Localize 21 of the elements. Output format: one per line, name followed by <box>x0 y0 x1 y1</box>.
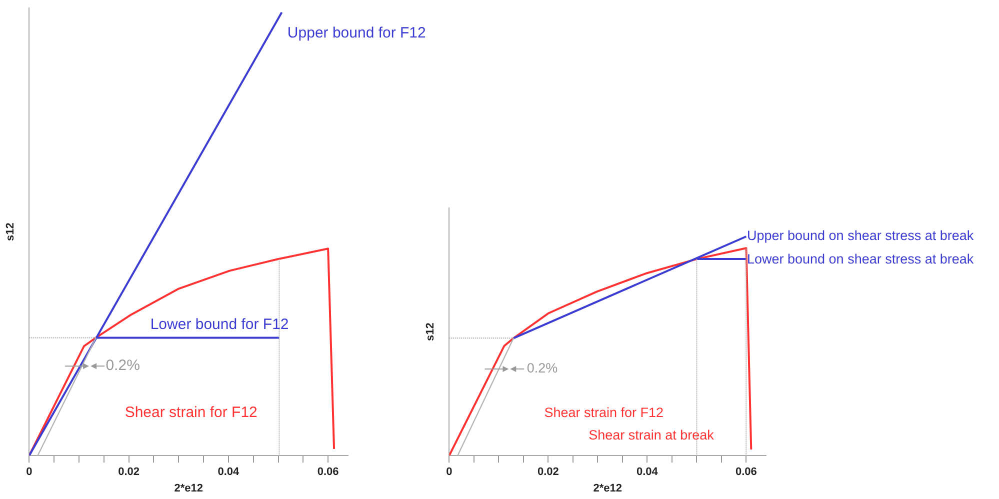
y-axis-title: s12 <box>4 222 17 241</box>
x-tick-label: 0.02 <box>537 466 559 478</box>
x-tick-label: 0.06 <box>317 466 339 478</box>
x-tick-label: 0.04 <box>636 466 659 478</box>
x-axis-title: 2*e12 <box>174 482 203 494</box>
annotation: Shear strain at break <box>588 428 714 443</box>
series-label: Lower bound on shear stress at break <box>746 252 974 267</box>
series-label: Upper bound on shear stress at break <box>746 228 974 244</box>
x-tick-label: 0.06 <box>735 466 757 478</box>
annotation: 0.2% <box>106 357 140 374</box>
x-axis-title: 2*e12 <box>593 482 622 494</box>
text: Shear strain for F12 <box>124 404 258 422</box>
x-tick-label: 0 <box>446 466 452 478</box>
x-tick-label: 0.04 <box>218 466 240 478</box>
series-label: Lower bound for F12 <box>150 316 289 334</box>
x-tick-label: 0 <box>26 466 32 478</box>
annotation: 0.2% <box>526 360 558 376</box>
x-tick-label: 0.02 <box>118 466 140 478</box>
text: Shear strain for F12 <box>544 405 664 420</box>
series-label: Upper bound for F12 <box>287 24 426 42</box>
y-axis-title: s12 <box>424 322 437 341</box>
